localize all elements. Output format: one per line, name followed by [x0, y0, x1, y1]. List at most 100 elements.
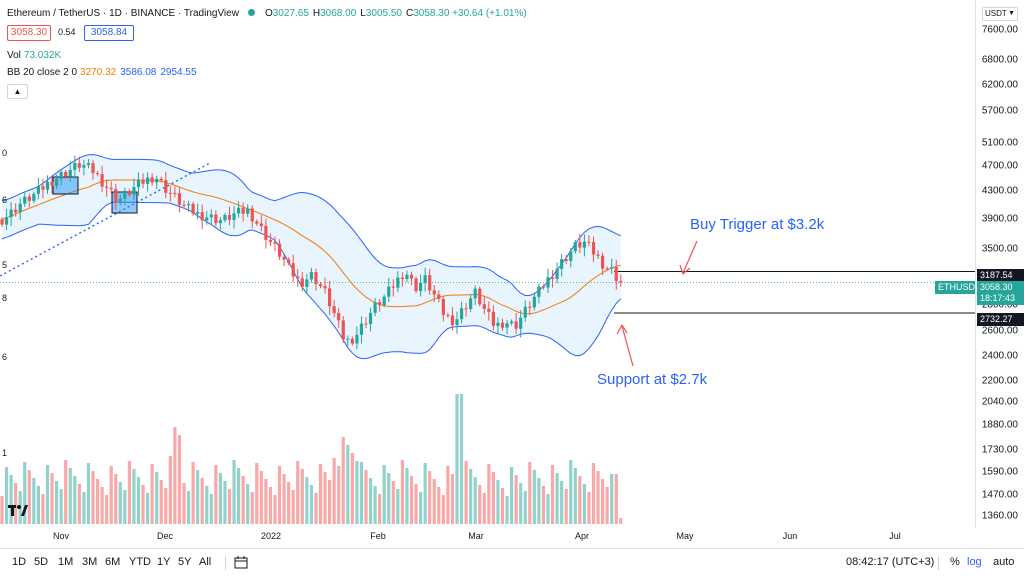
bar-countdown-label: 18:17:43	[977, 292, 1024, 305]
volume-bar	[400, 460, 404, 524]
chart-area[interactable]: Ethereum / TetherUS · 1D · BINANCE · Tra…	[0, 0, 976, 528]
candle-body	[550, 277, 555, 279]
toolbar-divider	[225, 556, 226, 570]
left-scale-digit: 8	[2, 293, 8, 303]
volume-bar	[155, 472, 159, 524]
candle-body	[546, 277, 550, 288]
bollinger-basis-line	[1, 179, 621, 315]
candle-body	[450, 315, 455, 326]
currency-select[interactable]: USDT ▼	[982, 7, 1018, 21]
volume-bar	[77, 484, 81, 524]
volume-bar	[601, 479, 605, 524]
symbol-title[interactable]: Ethereum / TetherUS · 1D · BINANCE · Tra…	[7, 8, 239, 19]
time-tick-label: May	[676, 531, 694, 541]
buy-button[interactable]: 3058.84	[84, 25, 134, 41]
candle-body	[109, 187, 113, 190]
range-button-6m[interactable]: 6M	[105, 556, 121, 568]
price-chart[interactable]	[0, 0, 976, 528]
support-annotation[interactable]: Support at $2.7k	[597, 371, 708, 388]
candle-body	[36, 186, 40, 194]
volume-bar	[487, 464, 491, 524]
close-value: 3058.30	[413, 8, 450, 19]
volume-bar	[114, 474, 118, 524]
collapse-legend-button[interactable]: ▲	[7, 84, 28, 99]
volume-bar	[396, 489, 400, 524]
candle-body	[55, 178, 59, 186]
volume-bar	[50, 473, 54, 524]
candle-body	[59, 172, 63, 179]
volume-bar	[127, 461, 131, 524]
candle-body	[182, 204, 186, 206]
candle-body	[405, 274, 409, 279]
volume-bar	[73, 476, 77, 524]
range-button-ytd[interactable]: YTD	[129, 556, 151, 568]
time-axis[interactable]: Nov Dec 2022 Feb Mar Apr May Jun Jul	[0, 528, 976, 544]
candle-body	[478, 288, 482, 305]
volume-bar	[414, 484, 418, 524]
candle-body	[378, 302, 382, 306]
toolbar-divider	[938, 556, 939, 570]
candle-body	[209, 214, 213, 218]
candle-body	[218, 220, 222, 224]
volume-bar	[55, 481, 59, 524]
volume-bar	[0, 496, 4, 524]
range-button-1d[interactable]: 1D	[12, 556, 27, 568]
candle-body	[73, 163, 77, 170]
sell-button[interactable]: 3058.30	[7, 25, 51, 41]
left-scale-digit: 5	[2, 260, 8, 270]
volume-bar	[105, 495, 109, 524]
candle-body	[419, 282, 423, 292]
candle-body	[232, 213, 236, 220]
candle-body	[423, 275, 427, 283]
auto-scale-button[interactable]: auto	[993, 556, 1015, 568]
volume-bar	[182, 483, 186, 524]
range-button-1y[interactable]: 1Y	[157, 556, 171, 568]
range-button-all[interactable]: All	[199, 556, 212, 568]
candle-body	[355, 334, 359, 344]
percent-scale-button[interactable]: %	[950, 556, 960, 568]
candle-body	[123, 190, 127, 199]
volume-bar	[177, 435, 182, 524]
log-scale-button[interactable]: log	[967, 556, 982, 568]
range-button-3m[interactable]: 3M	[82, 556, 98, 568]
calendar-icon[interactable]	[234, 556, 248, 569]
candle-body	[27, 196, 31, 201]
volume-bar	[9, 475, 13, 524]
candle-body	[246, 208, 250, 214]
volume-bar	[469, 469, 473, 524]
volume-bar	[341, 437, 345, 524]
candle-body	[569, 251, 573, 261]
candle-body	[223, 215, 227, 221]
volume-bar	[560, 481, 564, 524]
candle-body	[241, 207, 245, 214]
candle-body	[437, 294, 441, 299]
candle-body	[196, 211, 200, 214]
bollinger-legend[interactable]: BB 20 close 2 0 3270.32 3586.08 2954.55	[7, 67, 197, 78]
volume-bar	[569, 460, 573, 524]
utc-clock[interactable]: 08:42:17 (UTC+3)	[846, 556, 935, 568]
price-scale[interactable]: USDT ▼ 7600.00 6800.00 6200.00 5700.00 5100.0…	[977, 0, 1024, 528]
candle-body	[200, 211, 204, 221]
volume-bar	[282, 474, 286, 524]
candle-body	[173, 192, 177, 194]
volume-bar	[109, 466, 113, 524]
volume-bar	[482, 493, 486, 524]
volume-bar	[564, 489, 568, 524]
range-button-1m[interactable]: 1M	[58, 556, 74, 568]
volume-bar	[277, 466, 282, 524]
candle-body	[18, 203, 22, 213]
range-button-5y[interactable]: 5Y	[178, 556, 192, 568]
volume-legend[interactable]: Vol 73.032K	[7, 50, 62, 61]
range-button-5d[interactable]: 5D	[34, 556, 49, 568]
time-tick-label: Dec	[156, 531, 174, 541]
candle-body	[9, 209, 13, 218]
candle-body	[368, 312, 373, 324]
candle-body	[23, 196, 27, 204]
buy-trigger-annotation[interactable]: Buy Trigger at $3.2k	[690, 216, 825, 233]
volume-bar	[437, 487, 441, 524]
tradingview-logo-icon[interactable]	[7, 500, 29, 522]
volume-bar	[478, 485, 482, 524]
candle-body	[64, 172, 68, 177]
volume-bar	[118, 482, 122, 524]
candle-body	[287, 259, 291, 264]
